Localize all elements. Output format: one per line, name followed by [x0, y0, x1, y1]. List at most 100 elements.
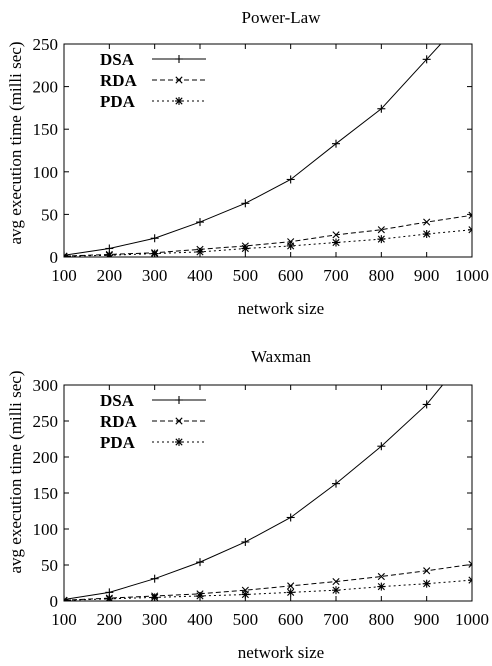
x-tick-label: 1000	[455, 266, 489, 285]
y-axis-label: avg execution time (milli sec)	[6, 42, 25, 245]
legend-marker-dsa	[175, 55, 183, 63]
data-point-dsa	[332, 139, 340, 148]
legend-label-rda: RDA	[100, 71, 138, 90]
x-tick-label: 600	[278, 610, 304, 629]
data-point-dsa	[64, 251, 68, 257]
x-tick-label: 700	[323, 610, 349, 629]
legend-marker-pda	[175, 438, 183, 446]
y-axis-label: avg execution time (milli sec)	[6, 371, 25, 574]
data-point-rda	[468, 211, 472, 219]
data-point-pda	[468, 576, 472, 585]
data-point-dsa	[332, 479, 340, 488]
data-point-rda	[423, 567, 431, 575]
data-point-pda	[105, 594, 114, 601]
data-point-dsa	[241, 199, 250, 208]
x-tick-label: 1000	[455, 610, 489, 629]
legend-label-dsa: DSA	[100, 391, 135, 410]
data-point-dsa	[150, 234, 159, 243]
plot-frame	[63, 43, 473, 258]
y-tick-label: 150	[33, 484, 59, 503]
y-tick-label: 50	[41, 205, 58, 224]
data-point-dsa	[196, 558, 204, 567]
x-tick-label: 700	[323, 266, 349, 285]
legend-marker-pda	[175, 97, 183, 105]
data-point-pda	[377, 582, 386, 591]
y-tick-label: 200	[33, 448, 59, 467]
data-point-rda	[423, 218, 431, 226]
x-tick-label: 200	[97, 266, 123, 285]
data-point-dsa	[286, 513, 295, 522]
data-point-pda	[196, 247, 204, 256]
data-point-rda	[377, 226, 385, 234]
data-point-pda	[468, 225, 472, 234]
data-point-rda	[332, 577, 340, 586]
x-tick-label: 900	[414, 610, 440, 629]
chart-title: Waxman	[251, 347, 311, 366]
data-point-dsa	[286, 175, 295, 184]
y-tick-label: 300	[33, 376, 59, 395]
chart-power-law: Power-Law avg execution time (milli sec)…	[6, 6, 489, 318]
data-point-pda	[332, 586, 340, 595]
x-tick-label: 100	[51, 266, 77, 285]
x-tick-label: 800	[369, 266, 395, 285]
x-tick-label: 600	[278, 266, 304, 285]
data-point-rda	[468, 560, 472, 568]
data-point-pda	[286, 588, 295, 597]
series-line-pda	[64, 579, 472, 601]
x-tick-label: 500	[233, 266, 259, 285]
data-point-pda	[105, 251, 114, 257]
data-point-rda	[377, 572, 385, 581]
y-tick-label: 250	[33, 35, 59, 54]
legend-marker-rda	[175, 417, 183, 425]
data-point-dsa	[468, 6, 476, 14]
data-point-dsa	[196, 218, 204, 227]
data-point-rda	[287, 582, 295, 590]
data-point-pda	[150, 593, 159, 601]
series-line-rda	[64, 214, 472, 257]
y-tick-label: 100	[33, 520, 59, 539]
y-tick-label: 150	[33, 120, 59, 139]
x-tick-label: 500	[233, 610, 259, 629]
data-point-dsa	[150, 574, 159, 583]
y-tick-label: 100	[33, 163, 59, 182]
legend-label-pda: PDA	[100, 433, 136, 452]
data-point-dsa	[377, 442, 386, 451]
data-point-pda	[64, 252, 68, 257]
x-axis-label: network size	[238, 643, 324, 662]
data-point-dsa	[377, 104, 386, 113]
y-tick-label: 200	[33, 78, 59, 97]
x-tick-label: 200	[97, 610, 123, 629]
data-point-dsa	[105, 244, 114, 253]
series-line-rda	[64, 563, 472, 601]
plot-series-group	[64, 345, 476, 601]
legend-marker-dsa	[175, 396, 183, 404]
plot-series-group	[64, 6, 476, 257]
legend-label-rda: RDA	[100, 412, 138, 431]
data-point-pda	[377, 235, 386, 244]
series-line-pda	[64, 229, 472, 257]
data-point-pda	[422, 229, 431, 238]
x-tick-label: 900	[414, 266, 440, 285]
legend-label-dsa: DSA	[100, 50, 135, 69]
y-tick-label: 0	[50, 248, 59, 267]
legend-label-pda: PDA	[100, 92, 136, 111]
data-point-dsa	[422, 55, 431, 64]
x-tick-label: 400	[187, 610, 213, 629]
data-point-pda	[241, 590, 250, 599]
x-tick-label: 800	[369, 610, 395, 629]
data-point-dsa	[422, 400, 431, 409]
y-tick-label: 0	[50, 592, 59, 611]
data-point-pda	[241, 244, 250, 253]
x-tick-label: 300	[142, 610, 168, 629]
x-axis-label: network size	[238, 299, 324, 318]
data-point-dsa	[468, 345, 476, 353]
x-tick-label: 100	[51, 610, 77, 629]
chart-panel-waxman: Waxman avg execution time (milli sec) ne…	[0, 333, 492, 666]
data-point-pda	[196, 591, 204, 600]
chart-panel-power-law: Power-Law avg execution time (milli sec)…	[6, 6, 489, 318]
data-point-pda	[332, 238, 340, 247]
x-tick-label: 400	[187, 266, 213, 285]
data-point-dsa	[64, 595, 68, 601]
series-line-dsa	[64, 44, 442, 256]
data-point-pda	[150, 249, 159, 257]
